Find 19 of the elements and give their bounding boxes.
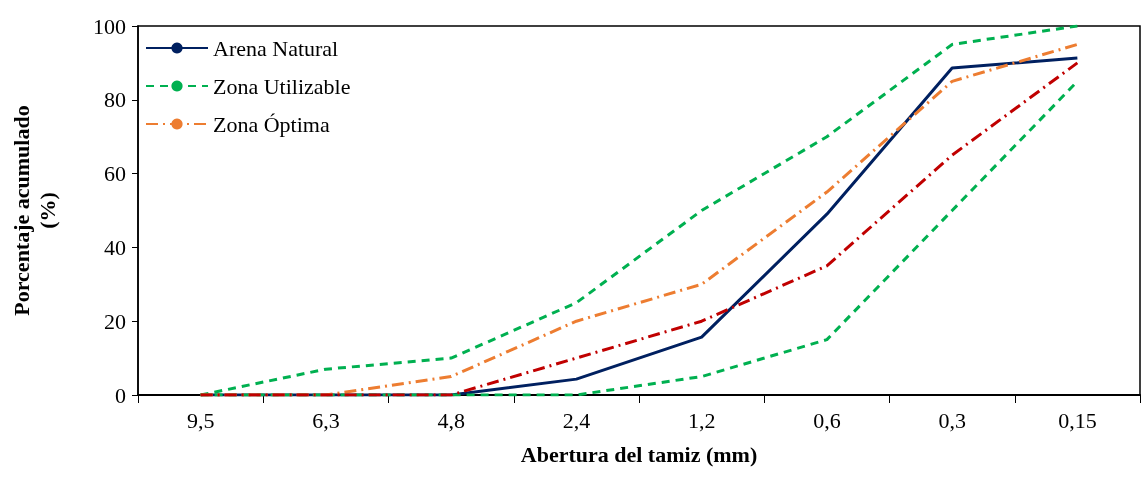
legend-label: Zona Óptima bbox=[213, 111, 330, 137]
y-tick-label: 40 bbox=[104, 234, 126, 260]
x-tick-label: 0,6 bbox=[813, 407, 841, 433]
x-tick-label: 2,4 bbox=[562, 407, 591, 433]
x-tick-label: 9,5 bbox=[186, 407, 215, 433]
x-tick-label: 0,15 bbox=[1058, 407, 1097, 433]
x-tick-label: 6,3 bbox=[312, 407, 340, 433]
legend-label: Arena Natural bbox=[213, 35, 339, 61]
x-tick-label: 4,8 bbox=[437, 407, 465, 433]
y-tick-label: 60 bbox=[104, 161, 126, 187]
x-axis-title: Abertura del tamiz (mm) bbox=[520, 441, 758, 467]
y-tick-label: 0 bbox=[115, 382, 126, 408]
y-tick-label: 100 bbox=[93, 13, 126, 39]
x-tick-label: 0,3 bbox=[938, 407, 966, 433]
y-tick-label: 20 bbox=[104, 308, 126, 334]
y-tick-label: 80 bbox=[104, 87, 126, 113]
x-tick-label: 1,2 bbox=[687, 407, 716, 433]
y-axis-title: Porcentaje acumulado (%) bbox=[8, 105, 60, 316]
legend-label: Zona Utilizable bbox=[213, 73, 351, 99]
